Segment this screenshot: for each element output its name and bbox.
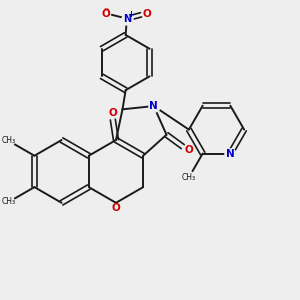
Text: +: + xyxy=(128,10,134,19)
Text: CH₃: CH₃ xyxy=(2,136,16,146)
Text: N: N xyxy=(123,14,131,24)
Text: O: O xyxy=(142,9,151,19)
Text: O: O xyxy=(112,203,121,214)
Text: CH₃: CH₃ xyxy=(182,173,196,182)
Text: -: - xyxy=(103,3,109,16)
Text: N: N xyxy=(149,101,158,111)
Text: O: O xyxy=(102,9,111,19)
Text: N: N xyxy=(226,148,235,158)
Text: CH₃: CH₃ xyxy=(2,197,16,206)
Text: O: O xyxy=(184,145,193,155)
Text: O: O xyxy=(109,108,117,118)
